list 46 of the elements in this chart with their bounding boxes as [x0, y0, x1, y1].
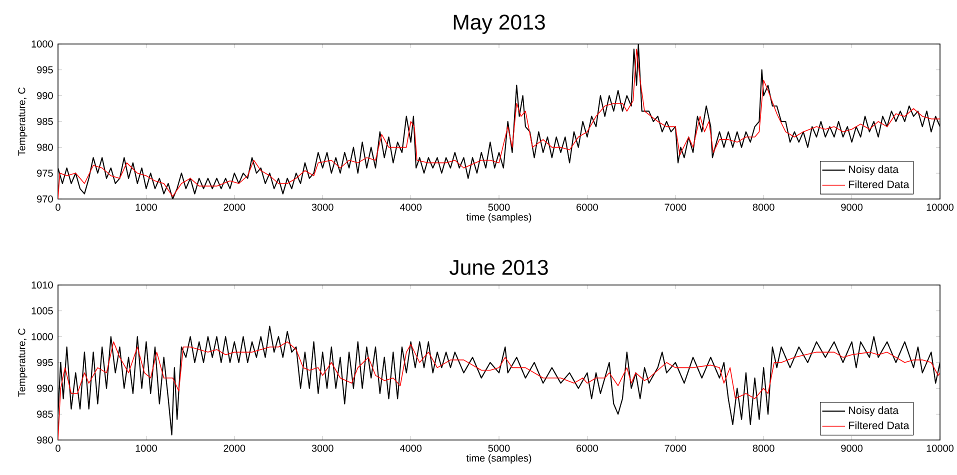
x-tick-label: 7000	[664, 204, 686, 211]
legend-label: Filtered Data	[849, 421, 910, 430]
y-tick-label: 990	[37, 384, 53, 392]
y-tick-label: 980	[37, 436, 53, 444]
x-tick-label: 1000	[136, 204, 157, 211]
x-tick-label: 4000	[400, 444, 422, 452]
x-tick-label: 6000	[576, 444, 598, 452]
x-tick-label: 0	[56, 444, 60, 452]
x-tick-label: 7000	[664, 444, 686, 452]
x-tick-label: 3000	[312, 204, 334, 211]
x-tick-label: 1000	[136, 444, 157, 452]
x-axis-title: time (samples)	[466, 454, 532, 464]
x-tick-label: 2000	[224, 204, 246, 211]
x-axis-title: time (samples)	[466, 213, 532, 223]
x-tick-label: 4000	[400, 204, 422, 211]
y-tick-label: 1000	[32, 333, 53, 340]
y-tick-label: 985	[37, 118, 53, 126]
y-axis-title: Temperature, C	[18, 328, 28, 397]
y-axis-title: Temperature, C	[18, 87, 28, 156]
y-tick-label: 995	[37, 358, 53, 366]
x-tick-label: 5000	[488, 204, 510, 211]
legend-label: Noisy data	[849, 165, 899, 176]
x-tick-label: 3000	[312, 444, 334, 452]
y-tick-label: 995	[37, 66, 53, 74]
x-tick-label: 10000	[926, 444, 954, 452]
x-tick-label: 5000	[488, 444, 510, 452]
y-tick-label: 985	[37, 410, 53, 418]
x-tick-label: 10000	[926, 204, 954, 211]
x-tick-label: 2000	[224, 444, 246, 452]
y-tick-label: 975	[37, 170, 53, 177]
chart-title: May 2013	[454, 14, 545, 34]
chart-title: June 2013	[450, 260, 548, 275]
y-tick-label: 1000	[32, 40, 53, 48]
x-tick-label: 8000	[752, 444, 774, 452]
legend-label: Filtered Data	[849, 180, 910, 188]
y-tick-label: 980	[37, 144, 53, 151]
x-tick-label: 6000	[576, 204, 598, 211]
legend-label: Noisy data	[849, 406, 899, 416]
x-tick-label: 0	[56, 204, 60, 211]
y-tick-label: 1005	[32, 307, 53, 314]
y-tick-label: 1010	[32, 281, 53, 289]
y-tick-label: 990	[37, 92, 53, 100]
x-tick-label: 9000	[841, 444, 863, 452]
x-tick-label: 8000	[752, 204, 774, 211]
x-tick-label: 9000	[841, 204, 863, 211]
y-tick-label: 970	[37, 195, 53, 203]
